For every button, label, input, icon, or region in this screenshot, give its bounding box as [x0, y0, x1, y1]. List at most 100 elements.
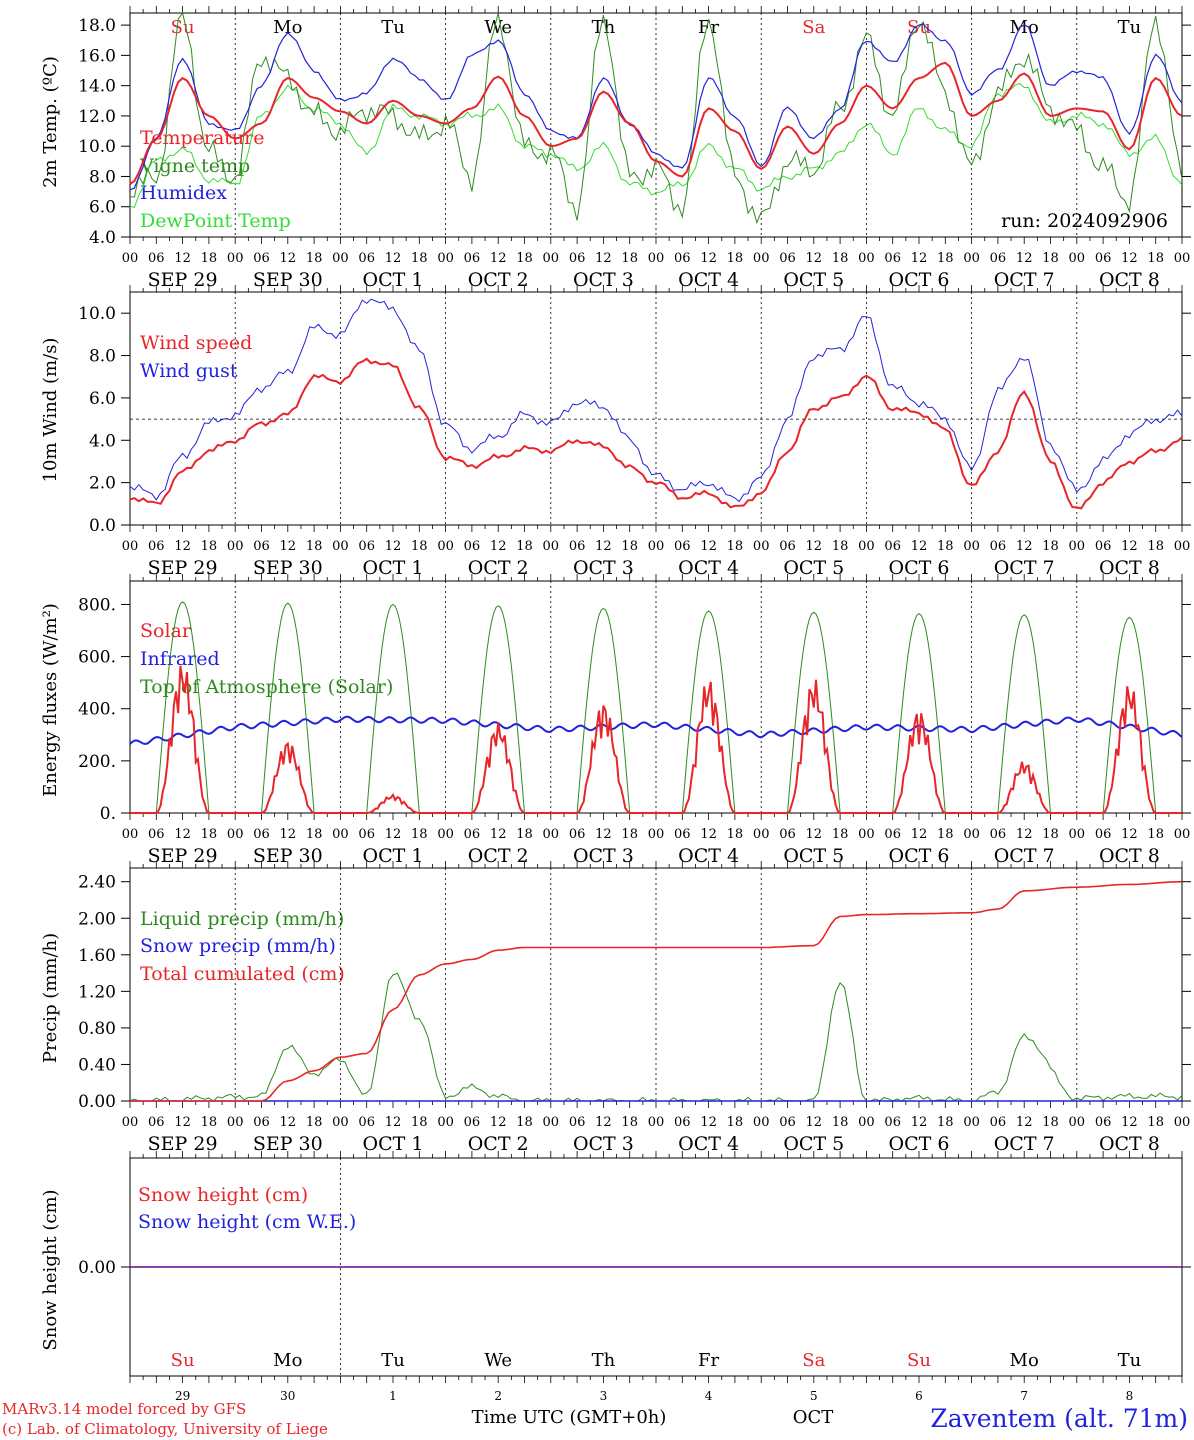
- hour-tick-label: 00: [122, 827, 139, 842]
- hour-tick-label: 06: [884, 251, 901, 266]
- y-tick-label: 10.0: [78, 304, 116, 324]
- hour-tick-label: 18: [306, 251, 323, 266]
- hour-tick-label: 12: [911, 539, 928, 554]
- date-label: SEP 30: [253, 269, 323, 291]
- hour-tick-label: 00: [543, 251, 560, 266]
- hour-tick-label: 06: [990, 251, 1007, 266]
- hour-tick-label: 06: [464, 1115, 481, 1130]
- hour-tick-label: 00: [1069, 1115, 1086, 1130]
- hour-tick-label: 18: [1147, 827, 1164, 842]
- y-tick-label: 10.0: [78, 137, 116, 157]
- y-tick-label: 12.0: [78, 107, 116, 127]
- hour-tick-label: 18: [937, 827, 954, 842]
- model-credit-line1: MARv3.14 model forced by GFS: [2, 1400, 246, 1418]
- hour-tick-label: 18: [516, 539, 533, 554]
- hour-tick-label: 12: [1016, 827, 1033, 842]
- hour-tick-label: 12: [806, 827, 823, 842]
- hour-tick-label: 06: [674, 251, 691, 266]
- hour-tick-label: 06: [253, 827, 270, 842]
- date-label: OCT 7: [994, 557, 1055, 579]
- weekday-label-bottom: Tu: [1118, 1350, 1142, 1371]
- hour-tick-label: 18: [832, 539, 849, 554]
- hour-tick-label: 12: [174, 539, 191, 554]
- hour-tick-label: 12: [1016, 251, 1033, 266]
- hour-tick-label: 18: [411, 827, 428, 842]
- hour-tick-label: 12: [806, 1115, 823, 1130]
- hour-tick-label: 18: [201, 251, 218, 266]
- hour-tick-label: 12: [911, 1115, 928, 1130]
- date-label: SEP 30: [253, 845, 323, 867]
- hour-tick-label: 06: [990, 539, 1007, 554]
- hour-tick-label: 12: [174, 251, 191, 266]
- hour-tick-label: 00: [753, 1115, 770, 1130]
- date-label: OCT 6: [889, 557, 950, 579]
- hour-tick-label: 18: [516, 827, 533, 842]
- month-label: OCT: [793, 1407, 834, 1428]
- date-label: OCT 8: [1099, 269, 1160, 291]
- date-label: OCT 1: [363, 269, 424, 291]
- energy-legend-solar: Solar: [140, 620, 192, 642]
- precip-legend-total: Total cumulated (cm): [140, 963, 345, 985]
- hour-tick-label: 12: [280, 539, 297, 554]
- hour-tick-label: 18: [516, 1115, 533, 1130]
- hour-tick-label: 06: [1095, 539, 1112, 554]
- hour-tick-label: 06: [464, 539, 481, 554]
- hour-tick-label: 12: [1121, 827, 1138, 842]
- wind-panel: 10m Wind (m/s) Wind speed Wind gust: [40, 332, 252, 482]
- weekday-label: We: [484, 17, 512, 38]
- weekday-label-bottom: Su: [171, 1350, 195, 1371]
- hour-tick-label: 00: [1174, 251, 1191, 266]
- weekday-label: Fr: [698, 17, 719, 38]
- date-label: OCT 1: [363, 1133, 424, 1155]
- date-label: OCT 5: [783, 1133, 844, 1155]
- energy-panel: Energy fluxes (W/m²) Solar Infrared Top …: [40, 603, 393, 797]
- weekday-label: Sa: [802, 17, 825, 38]
- hour-tick-label: 18: [516, 251, 533, 266]
- hour-tick-label: 06: [674, 1115, 691, 1130]
- hour-tick-label: 00: [227, 251, 244, 266]
- date-label: OCT 2: [468, 557, 529, 579]
- hour-tick-label: 00: [122, 251, 139, 266]
- hour-tick-label: 00: [1174, 1115, 1191, 1130]
- hour-tick-label: 12: [280, 251, 297, 266]
- hour-tick-label: 06: [253, 539, 270, 554]
- energy-y-axis-label: Energy fluxes (W/m²): [40, 603, 61, 797]
- hour-tick-label: 00: [1174, 539, 1191, 554]
- hour-tick-label: 06: [569, 251, 586, 266]
- hour-tick-label: 00: [1069, 539, 1086, 554]
- hour-tick-label: 00: [543, 827, 560, 842]
- y-tick-label: 400.: [78, 700, 116, 720]
- y-tick-label: 4.0: [89, 431, 116, 451]
- hour-tick-label: 12: [490, 539, 507, 554]
- hour-tick-label: 18: [1042, 1115, 1059, 1130]
- y-tick-label: 14.0: [78, 77, 116, 97]
- temperature-panel: 2m Temp. (ºC) Temperature Vigne temp Hum…: [40, 56, 1168, 232]
- date-label: OCT 4: [678, 845, 739, 867]
- hour-tick-label: 18: [937, 539, 954, 554]
- hour-tick-label: 12: [700, 1115, 717, 1130]
- precip-y-axis-label: Precip (mm/h): [40, 933, 61, 1063]
- hour-tick-label: 00: [963, 251, 980, 266]
- hour-tick-label: 12: [490, 827, 507, 842]
- precip-legend-snow: Snow precip (mm/h): [140, 935, 336, 957]
- date-label: OCT 8: [1099, 1133, 1160, 1155]
- weekday-label-bottom: Su: [907, 1350, 931, 1371]
- hour-tick-label: 18: [727, 827, 744, 842]
- hour-tick-label: 00: [963, 1115, 980, 1130]
- weekday-label: Mo: [273, 17, 302, 38]
- model-credit-line2: (c) Lab. of Climatology, University of L…: [2, 1420, 328, 1438]
- solar-line: [130, 665, 1182, 814]
- weekday-label: Th: [592, 17, 616, 38]
- y-tick-label: 1.60: [78, 946, 116, 966]
- hour-tick-label: 00: [858, 539, 875, 554]
- date-label: OCT 3: [573, 557, 634, 579]
- hour-tick-label: 00: [437, 251, 454, 266]
- temperature-y-axis-label: 2m Temp. (ºC): [40, 56, 61, 188]
- weekday-label-bottom: Mo: [1010, 1350, 1039, 1371]
- time-axis-label: Time UTC (GMT+0h): [472, 1407, 667, 1428]
- weekday-label-bottom: Sa: [802, 1350, 825, 1371]
- vigne-temp-line: [130, 11, 1183, 225]
- hour-tick-label: 18: [832, 827, 849, 842]
- run-annotation: run: 2024092906: [1001, 210, 1168, 232]
- temperature-legend-temperature: Temperature: [140, 127, 264, 149]
